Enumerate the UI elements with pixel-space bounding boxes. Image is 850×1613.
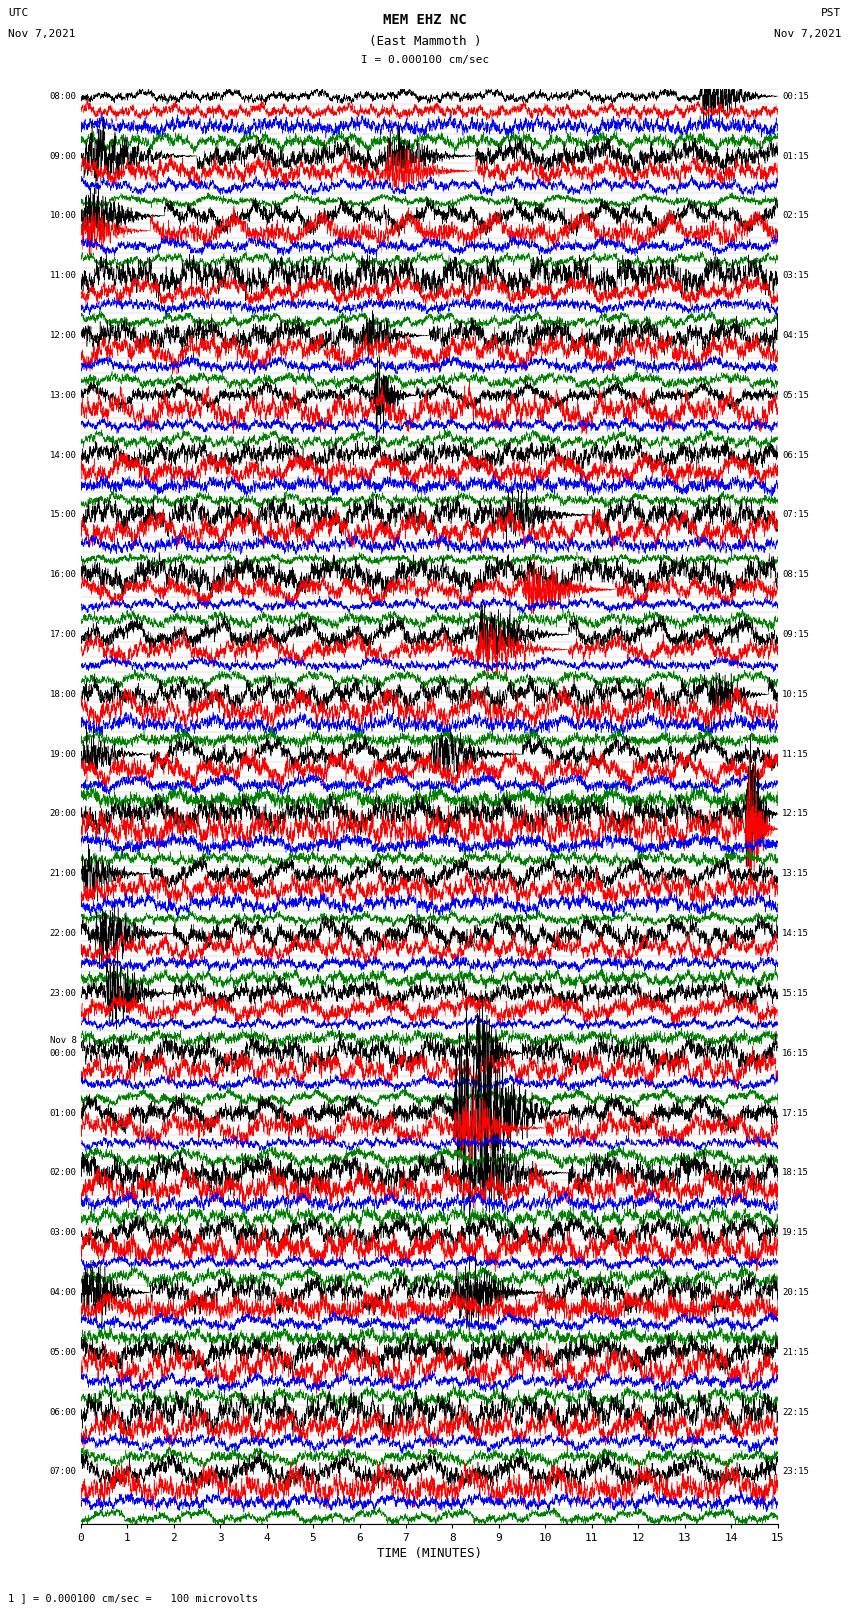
Text: 15:15: 15:15 — [782, 989, 809, 998]
Text: 17:00: 17:00 — [49, 631, 76, 639]
Text: 18:00: 18:00 — [49, 690, 76, 698]
Text: 02:00: 02:00 — [49, 1168, 76, 1177]
Text: 17:15: 17:15 — [782, 1108, 809, 1118]
Text: 04:00: 04:00 — [49, 1289, 76, 1297]
Text: Nov 7,2021: Nov 7,2021 — [774, 29, 842, 39]
Text: 05:15: 05:15 — [782, 390, 809, 400]
Text: 12:15: 12:15 — [782, 810, 809, 818]
Text: 10:15: 10:15 — [782, 690, 809, 698]
Text: 22:15: 22:15 — [782, 1408, 809, 1416]
Text: 21:15: 21:15 — [782, 1348, 809, 1357]
Text: 10:00: 10:00 — [49, 211, 76, 221]
Text: 02:15: 02:15 — [782, 211, 809, 221]
Text: 15:00: 15:00 — [49, 510, 76, 519]
Text: 06:00: 06:00 — [49, 1408, 76, 1416]
Text: 08:15: 08:15 — [782, 571, 809, 579]
Text: 06:15: 06:15 — [782, 450, 809, 460]
Text: 16:15: 16:15 — [782, 1048, 809, 1058]
Text: 13:00: 13:00 — [49, 390, 76, 400]
Text: 20:00: 20:00 — [49, 810, 76, 818]
Text: 01:15: 01:15 — [782, 152, 809, 161]
Text: 00:00: 00:00 — [49, 1048, 76, 1058]
Text: 1 ] = 0.000100 cm/sec =   100 microvolts: 1 ] = 0.000100 cm/sec = 100 microvolts — [8, 1594, 258, 1603]
Text: 19:00: 19:00 — [49, 750, 76, 758]
Text: 07:00: 07:00 — [49, 1468, 76, 1476]
Text: 07:15: 07:15 — [782, 510, 809, 519]
Text: 04:15: 04:15 — [782, 331, 809, 340]
Text: 20:15: 20:15 — [782, 1289, 809, 1297]
Text: Nov 7,2021: Nov 7,2021 — [8, 29, 76, 39]
Text: I = 0.000100 cm/sec: I = 0.000100 cm/sec — [361, 55, 489, 65]
Text: 22:00: 22:00 — [49, 929, 76, 939]
X-axis label: TIME (MINUTES): TIME (MINUTES) — [377, 1547, 482, 1560]
Text: 23:15: 23:15 — [782, 1468, 809, 1476]
Text: 08:00: 08:00 — [49, 92, 76, 100]
Text: PST: PST — [821, 8, 842, 18]
Text: 12:00: 12:00 — [49, 331, 76, 340]
Text: UTC: UTC — [8, 8, 29, 18]
Text: MEM EHZ NC: MEM EHZ NC — [383, 13, 467, 27]
Text: 16:00: 16:00 — [49, 571, 76, 579]
Text: 00:15: 00:15 — [782, 92, 809, 100]
Text: 09:15: 09:15 — [782, 631, 809, 639]
Text: 03:15: 03:15 — [782, 271, 809, 281]
Text: 19:15: 19:15 — [782, 1227, 809, 1237]
Text: (East Mammoth ): (East Mammoth ) — [369, 35, 481, 48]
Text: 01:00: 01:00 — [49, 1108, 76, 1118]
Text: Nov 8: Nov 8 — [49, 1036, 76, 1045]
Text: 11:00: 11:00 — [49, 271, 76, 281]
Text: 11:15: 11:15 — [782, 750, 809, 758]
Text: 05:00: 05:00 — [49, 1348, 76, 1357]
Text: 21:00: 21:00 — [49, 869, 76, 879]
Text: 13:15: 13:15 — [782, 869, 809, 879]
Text: 18:15: 18:15 — [782, 1168, 809, 1177]
Text: 14:15: 14:15 — [782, 929, 809, 939]
Text: 23:00: 23:00 — [49, 989, 76, 998]
Text: 09:00: 09:00 — [49, 152, 76, 161]
Text: 14:00: 14:00 — [49, 450, 76, 460]
Text: 03:00: 03:00 — [49, 1227, 76, 1237]
